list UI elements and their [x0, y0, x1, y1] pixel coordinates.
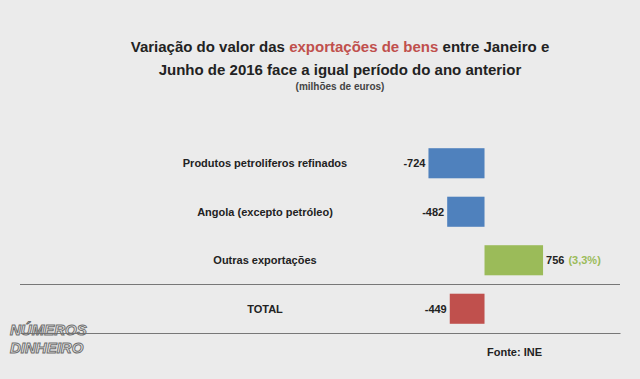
annotation: (3,3%) [568, 254, 601, 266]
separator [20, 284, 620, 285]
category-label: Outras exportações [213, 254, 316, 266]
x-axis [21, 333, 621, 334]
chart: Variação do valor das exportações de ben… [0, 0, 640, 379]
watermark: NÚMEROS [10, 321, 87, 338]
bar [428, 148, 484, 178]
title: Junho de 2016 face a igual período do an… [159, 61, 522, 78]
data-label: -724 [403, 157, 426, 169]
source: Fonte: INE [487, 346, 542, 358]
watermark: DINHEIRO [10, 339, 84, 356]
category-label: Produtos petroliferos refinados [183, 157, 347, 169]
category-label: TOTAL [247, 303, 283, 315]
bars [428, 148, 543, 324]
data-label: -449 [425, 303, 447, 315]
title-highlight: exportações de bens [289, 38, 438, 55]
bar [447, 197, 484, 227]
data-label: -482 [422, 206, 444, 218]
subtitle: (milhões de euros) [296, 81, 385, 92]
category-label: Angola (excepto petróleo) [197, 206, 333, 218]
data-label: 756 [546, 254, 564, 266]
title: Variação do valor das exportações de ben… [131, 38, 550, 55]
bar [485, 245, 544, 275]
axis-line [21, 333, 621, 334]
bar [450, 294, 485, 324]
